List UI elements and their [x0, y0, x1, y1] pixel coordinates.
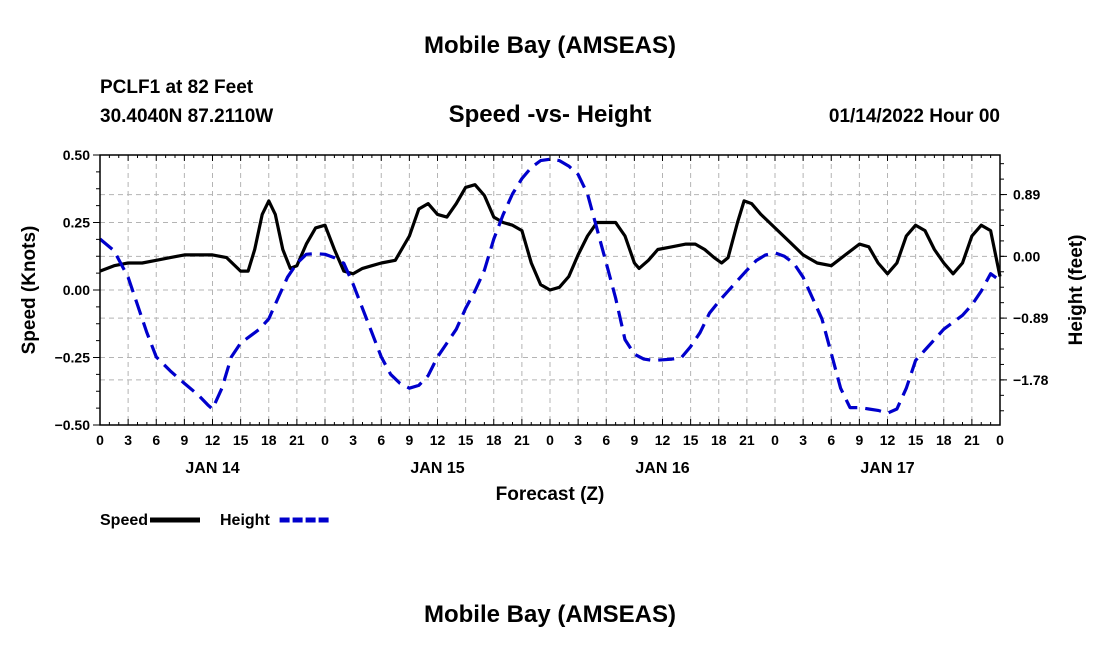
x-tick-label: 0	[996, 432, 1004, 448]
x-tick-label: 0	[546, 432, 554, 448]
x-axis-label: Forecast (Z)	[496, 484, 605, 505]
x-tick-label: 0	[96, 432, 104, 448]
day-label: JAN 16	[635, 460, 689, 477]
x-tick-label: 18	[486, 432, 502, 448]
y-left-tick-label: 0.50	[63, 147, 90, 163]
x-tick-label: 12	[205, 432, 221, 448]
x-tick-label: 9	[180, 432, 188, 448]
x-tick-label: 3	[574, 432, 582, 448]
forecast-datetime: 01/14/2022 Hour 00	[828, 106, 1000, 127]
x-tick-label: 6	[377, 432, 385, 448]
y-axis-label-right: Height (feet)	[1066, 235, 1087, 346]
y-right-tick-label: 0.89	[1013, 187, 1040, 203]
x-tick-label: 21	[289, 432, 305, 448]
y-right-tick-label: 0.00	[1013, 248, 1040, 264]
x-tick-label: 21	[739, 432, 755, 448]
x-tick-label: 3	[124, 432, 132, 448]
x-tick-label: 9	[855, 432, 863, 448]
series-line-speed	[99, 183, 1002, 292]
x-tick-label: 18	[936, 432, 952, 448]
y-left-tick-label: −0.25	[55, 350, 91, 366]
x-tick-label: 6	[152, 432, 160, 448]
chart-legend: Speed Height	[100, 512, 330, 529]
x-tick-label: 21	[964, 432, 980, 448]
y-left-tick-label: 0.00	[63, 282, 90, 298]
x-tick-label: 21	[514, 432, 530, 448]
day-label: JAN 17	[860, 460, 914, 477]
series-line-height	[98, 157, 1001, 415]
y-left-tick-label: 0.25	[63, 215, 90, 231]
page-title: Mobile Bay (AMSEAS)	[423, 32, 677, 59]
x-tick-label: 3	[349, 432, 357, 448]
station-coords: 30.4040N 87.2110W	[100, 106, 274, 127]
x-tick-label: 9	[405, 432, 413, 448]
x-tick-label: 18	[711, 432, 727, 448]
day-label: JAN 14	[185, 460, 239, 477]
x-tick-label: 3	[799, 432, 807, 448]
x-tick-label: 12	[430, 432, 446, 448]
x-tick-label: 12	[880, 432, 896, 448]
legend-label-height: Height	[220, 512, 270, 529]
chart-axes: 0 3 6 9 12 15 18 21 0 3 6 9 12 15 18 21 0 3 6 9 12 15 18 21 0 3 6 9…	[55, 147, 1049, 477]
x-tick-label: 0	[321, 432, 329, 448]
x-tick-label: 9	[630, 432, 638, 448]
day-label: JAN 15	[410, 460, 464, 477]
y-right-tick-label: −0.89	[1013, 310, 1049, 326]
bottom-title: Mobile Bay (AMSEAS)	[423, 601, 677, 628]
x-tick-label: 0	[771, 432, 779, 448]
y-right-tick-label: −1.78	[1013, 372, 1049, 388]
x-tick-label: 15	[458, 432, 474, 448]
x-tick-label: 15	[683, 432, 699, 448]
x-tick-label: 6	[602, 432, 610, 448]
x-tick-label: 18	[261, 432, 277, 448]
station-label: PCLF1 at 82 Feet	[100, 77, 254, 98]
x-tick-label: 15	[233, 432, 249, 448]
y-left-tick-label: −0.50	[55, 417, 91, 433]
x-tick-label: 6	[827, 432, 835, 448]
x-tick-label: 12	[655, 432, 671, 448]
legend-label-speed: Speed	[100, 512, 148, 529]
chart-series	[98, 157, 1002, 415]
x-tick-label: 15	[908, 432, 924, 448]
y-axis-label-left: Speed (Knots)	[19, 226, 40, 355]
chart-title: Speed -vs- Height	[448, 101, 652, 128]
